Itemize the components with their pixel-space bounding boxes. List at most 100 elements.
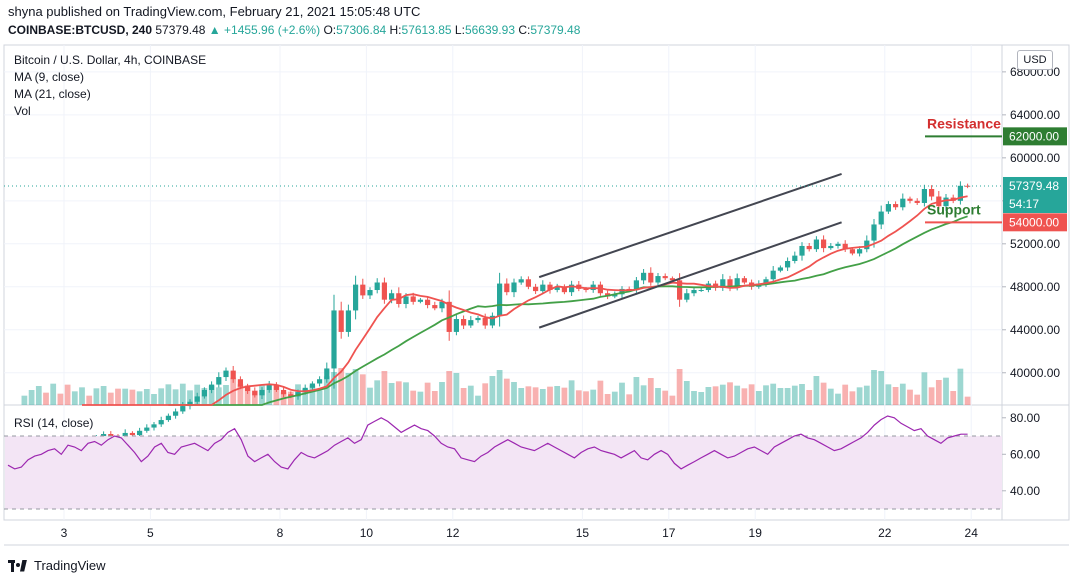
volume-bar (568, 380, 575, 405)
support-price-badge: 54000.00 (1009, 215, 1059, 229)
currency-button[interactable]: USD (1017, 50, 1053, 70)
volume-bar (115, 388, 121, 405)
candle-body (828, 245, 834, 249)
volume-bar (352, 369, 359, 405)
time-tick-label: 19 (749, 526, 763, 540)
price-tick-label: 48000.00 (1010, 280, 1060, 294)
candle-body (367, 290, 373, 296)
volume-bar (770, 383, 777, 405)
rsi-band (5, 436, 1002, 510)
volume-bar (151, 394, 157, 405)
volume-bar (575, 390, 582, 405)
candle-body (504, 283, 510, 293)
volume-bar (79, 387, 85, 405)
volume-bar (784, 388, 791, 405)
candle-body (612, 294, 618, 297)
volume-bar (669, 395, 676, 405)
volume-bar (799, 384, 805, 405)
candle-body (633, 280, 639, 291)
candle-body (230, 370, 236, 380)
channel-upper-line (538, 173, 842, 279)
candle-body (561, 286, 567, 293)
volume-bar (251, 390, 258, 405)
volume-bar (619, 382, 625, 405)
volume-bar (777, 388, 784, 405)
volume-bar (655, 388, 661, 405)
ma21-line (168, 215, 968, 406)
volume-bar (395, 381, 402, 405)
volume-bar (943, 377, 949, 405)
candle-body (662, 276, 668, 279)
candle-body (497, 283, 503, 316)
volume-bar (64, 384, 71, 405)
high-label: H: (389, 23, 402, 37)
volume-bar (287, 391, 294, 405)
candle-body (965, 185, 971, 187)
volume-bar (158, 388, 165, 405)
candle-body (108, 434, 114, 437)
candle-body (302, 387, 308, 393)
volume-bar (626, 394, 633, 405)
candle-body (461, 319, 467, 326)
candle-body (806, 245, 812, 250)
candle-body (331, 310, 337, 369)
volume-bar (345, 373, 352, 405)
tradingview-logo[interactable]: TradingView (8, 558, 106, 573)
volume-bar (309, 385, 316, 405)
candle-body (309, 383, 315, 388)
time-tick-label: 8 (277, 526, 284, 540)
candle-body (518, 279, 524, 283)
volume-bar (647, 378, 654, 405)
volume-bar (266, 389, 273, 405)
volume-bar (691, 391, 697, 405)
volume-bar (878, 371, 885, 405)
candle-body (540, 284, 546, 292)
candle-body (273, 384, 279, 390)
candle-body (410, 296, 416, 302)
volume-bar (165, 384, 172, 405)
candle-body (813, 239, 819, 250)
symbol-quote-line: COINBASE:BTCUSD, 240 57379.48 ▲ +1455.96… (8, 23, 580, 37)
volume-bar (467, 385, 474, 405)
candle-body (389, 293, 395, 300)
candle-body (468, 320, 474, 326)
candle-body (403, 296, 409, 304)
volume-bar (856, 387, 863, 405)
candle-body (763, 279, 769, 284)
candle-body (194, 396, 200, 402)
volume-bar (921, 372, 928, 405)
support-label: Support (927, 201, 981, 217)
candle-body (641, 272, 647, 281)
volume-bar (698, 392, 705, 405)
volume-bar (871, 370, 877, 405)
last-price-badge: 57379.48 (1009, 179, 1059, 193)
candle-body (900, 198, 906, 208)
tradingview-label: TradingView (34, 558, 106, 573)
volume-bar (885, 384, 892, 405)
volume-bar (755, 391, 762, 405)
volume-bar (590, 389, 597, 405)
last-price-badge-bg (1003, 176, 1067, 195)
volume-bar (403, 382, 409, 405)
time-tick-label: 17 (662, 526, 676, 540)
candle-body (655, 276, 661, 283)
candle-body (734, 278, 740, 287)
resistance-price-badge: 62000.00 (1009, 129, 1059, 143)
candle-body (893, 204, 899, 208)
candle-body (799, 245, 805, 256)
volume-legend: Vol (14, 104, 31, 118)
high-value: 57613.85 (401, 23, 452, 37)
candle-body (439, 301, 445, 309)
volume-bar (93, 388, 100, 405)
volume-bar (107, 392, 114, 405)
volume-bar (475, 395, 481, 405)
candle-body (777, 267, 783, 271)
volume-bar (561, 387, 568, 405)
candle-body (482, 317, 488, 326)
candle-body (943, 197, 949, 207)
candle-body (792, 255, 798, 261)
candle-body (885, 204, 891, 212)
volume-bar (604, 394, 611, 405)
volume-bar (446, 371, 453, 405)
